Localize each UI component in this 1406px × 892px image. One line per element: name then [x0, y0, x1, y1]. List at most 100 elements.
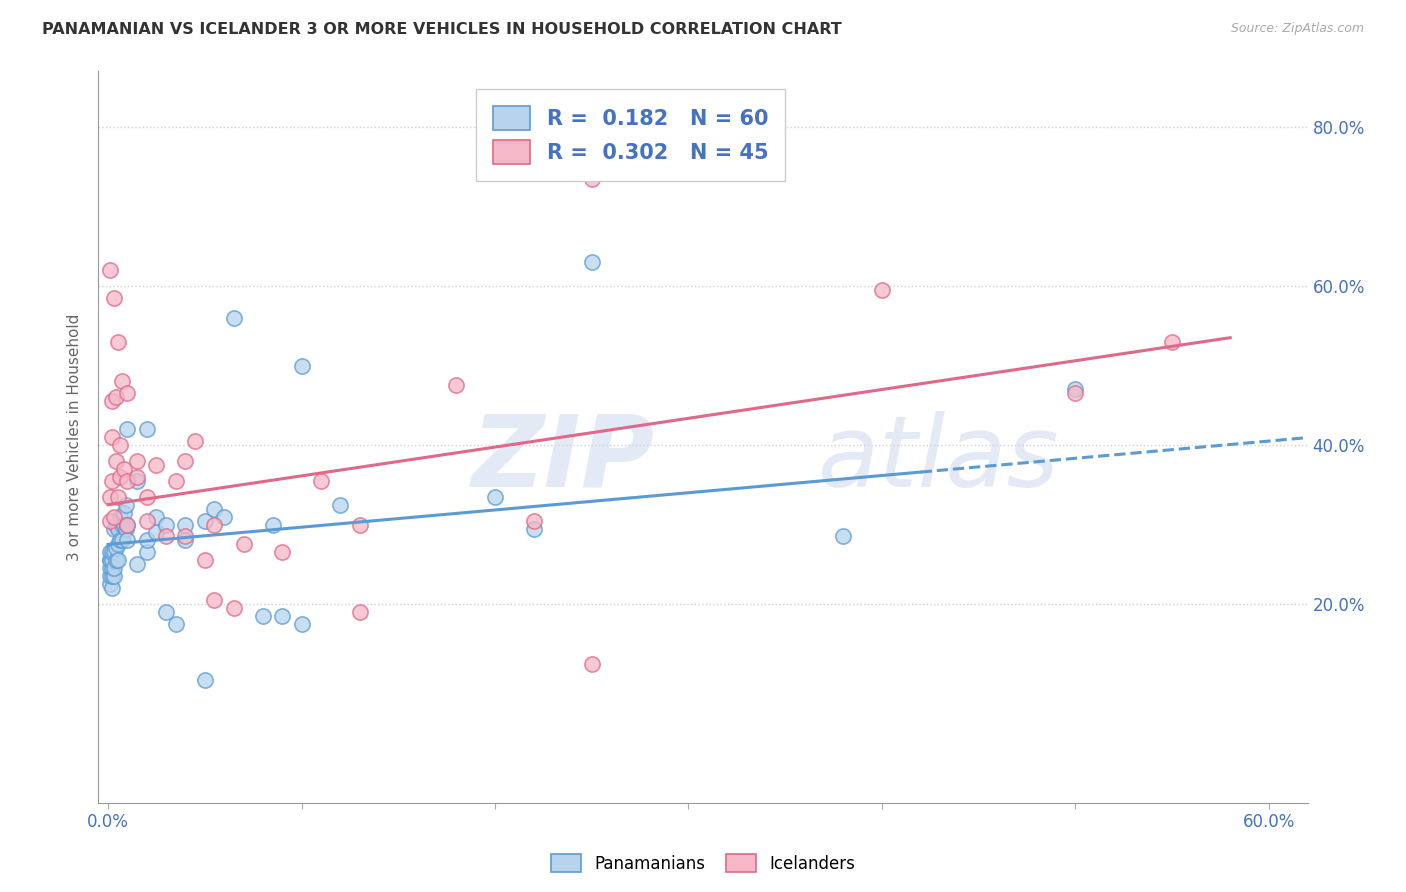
Point — [117, 517, 139, 532]
Point — [107, 334, 129, 349]
Point — [349, 605, 371, 619]
Point — [104, 517, 127, 532]
Point — [101, 561, 124, 575]
Text: ZIP: ZIP — [471, 410, 655, 508]
Point — [165, 616, 187, 631]
Legend: R =  0.182   N = 60, R =  0.302   N = 45: R = 0.182 N = 60, R = 0.302 N = 45 — [475, 89, 785, 181]
Legend: Panamanians, Icelanders: Panamanians, Icelanders — [544, 847, 862, 880]
Point — [174, 454, 197, 468]
Point — [101, 569, 124, 583]
Point — [108, 438, 131, 452]
Point — [117, 474, 139, 488]
Point — [103, 569, 125, 583]
Point — [252, 609, 274, 624]
Point — [101, 553, 124, 567]
Point — [112, 462, 135, 476]
Point — [484, 490, 506, 504]
Point — [290, 359, 312, 373]
Point — [107, 553, 129, 567]
Point — [165, 474, 187, 488]
Point — [104, 553, 127, 567]
Point — [117, 517, 139, 532]
Point — [135, 545, 157, 559]
Point — [329, 498, 352, 512]
Text: atlas: atlas — [818, 410, 1060, 508]
Point — [103, 545, 125, 559]
Point — [98, 553, 121, 567]
Point — [104, 541, 127, 556]
Point — [204, 593, 226, 607]
Point — [174, 529, 197, 543]
Point — [870, 283, 893, 297]
Point — [103, 509, 125, 524]
Point — [111, 517, 134, 532]
Point — [155, 605, 177, 619]
Point — [114, 521, 136, 535]
Point — [98, 263, 121, 277]
Point — [108, 509, 131, 524]
Y-axis label: 3 or more Vehicles in Household: 3 or more Vehicles in Household — [67, 313, 83, 561]
Point — [145, 458, 167, 472]
Point — [194, 553, 217, 567]
Point — [232, 537, 254, 551]
Point — [117, 422, 139, 436]
Point — [204, 517, 226, 532]
Point — [290, 616, 312, 631]
Point — [101, 474, 124, 488]
Point — [523, 514, 546, 528]
Point — [581, 657, 603, 671]
Point — [309, 474, 332, 488]
Point — [135, 490, 157, 504]
Point — [1064, 386, 1087, 401]
Point — [184, 434, 207, 448]
Point — [832, 529, 855, 543]
Point — [103, 291, 125, 305]
Point — [581, 255, 603, 269]
Point — [204, 501, 226, 516]
Point — [581, 171, 603, 186]
Point — [117, 533, 139, 548]
Point — [117, 386, 139, 401]
Point — [135, 422, 157, 436]
Point — [107, 537, 129, 551]
Point — [1161, 334, 1184, 349]
Point — [111, 533, 134, 548]
Point — [127, 558, 149, 572]
Point — [155, 529, 177, 543]
Point — [108, 533, 131, 548]
Point — [104, 454, 127, 468]
Point — [135, 514, 157, 528]
Point — [101, 430, 124, 444]
Point — [98, 569, 121, 583]
Text: Source: ZipAtlas.com: Source: ZipAtlas.com — [1230, 22, 1364, 36]
Text: PANAMANIAN VS ICELANDER 3 OR MORE VEHICLES IN HOUSEHOLD CORRELATION CHART: PANAMANIAN VS ICELANDER 3 OR MORE VEHICL… — [42, 22, 842, 37]
Point — [135, 533, 157, 548]
Point — [107, 490, 129, 504]
Point — [155, 517, 177, 532]
Point — [174, 517, 197, 532]
Point — [101, 545, 124, 559]
Point — [127, 474, 149, 488]
Point — [349, 517, 371, 532]
Point — [112, 517, 135, 532]
Point — [98, 514, 121, 528]
Point — [127, 470, 149, 484]
Point — [98, 545, 121, 559]
Point — [127, 454, 149, 468]
Point — [145, 509, 167, 524]
Point — [114, 498, 136, 512]
Point — [446, 378, 468, 392]
Point — [98, 490, 121, 504]
Point — [145, 525, 167, 540]
Point — [194, 514, 217, 528]
Point — [112, 506, 135, 520]
Point — [194, 673, 217, 687]
Point — [222, 310, 245, 325]
Point — [98, 577, 121, 591]
Point — [98, 561, 121, 575]
Point — [271, 545, 294, 559]
Point — [111, 375, 134, 389]
Point — [98, 553, 121, 567]
Point — [1064, 383, 1087, 397]
Point — [101, 394, 124, 409]
